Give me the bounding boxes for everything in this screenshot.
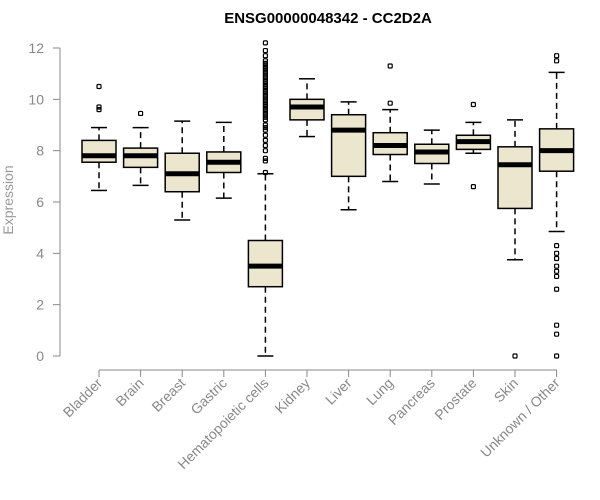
outlier-point — [262, 47, 268, 54]
outlier-point — [262, 96, 268, 102]
outlier-point — [262, 137, 268, 143]
outlier-point — [262, 158, 268, 164]
outlier-point — [262, 169, 268, 176]
outlier-point — [553, 331, 560, 337]
box-skin — [497, 119, 533, 359]
outlier-point — [553, 53, 560, 59]
box-pancreas — [414, 129, 450, 185]
outlier-point — [262, 53, 268, 59]
box-brain — [122, 110, 159, 187]
outlier-point — [262, 76, 268, 82]
outlier-point — [387, 100, 393, 106]
outlier-point — [262, 81, 268, 87]
outlier-point — [262, 86, 268, 92]
x-tick-label: Skin — [491, 375, 522, 406]
outlier-point — [262, 60, 268, 67]
outlier-point — [470, 184, 476, 190]
x-tick-label: Bladder — [60, 375, 106, 421]
outlier-point — [262, 127, 268, 133]
y-tick-label: 8 — [36, 143, 44, 159]
outlier-point — [96, 106, 102, 113]
x-tick-label: Liver — [322, 375, 355, 408]
outlier-point — [553, 58, 560, 64]
outlier-point — [262, 112, 268, 118]
box-gastric — [206, 121, 242, 199]
outlier-point — [262, 132, 268, 138]
outlier-point — [262, 106, 268, 113]
outlier-point — [262, 124, 268, 131]
outlier-point — [553, 255, 560, 262]
box-unknown-other — [538, 53, 575, 359]
outlier-point — [262, 99, 268, 105]
outlier-point — [553, 286, 560, 292]
outlier-point — [262, 83, 268, 90]
y-axis-label: Expression — [0, 165, 16, 234]
y-tick-label: 12 — [28, 40, 44, 56]
outlier-point — [262, 109, 268, 115]
outlier-point — [262, 101, 268, 108]
outlier-point — [470, 101, 476, 108]
outlier-point — [553, 263, 560, 269]
x-tick-label: Kidney — [272, 375, 314, 417]
outlier-point — [262, 94, 268, 100]
outlier-point — [262, 78, 268, 84]
y-tick-label: 4 — [36, 245, 44, 261]
outlier-point — [512, 353, 518, 359]
box-breast — [164, 120, 200, 221]
outlier-point — [262, 58, 268, 64]
box-iqr — [497, 146, 533, 210]
chart-title: ENSG00000048342 - CC2D2A — [224, 10, 432, 27]
outlier-point — [553, 353, 560, 359]
outlier-point — [553, 273, 560, 280]
outlier-point — [262, 114, 268, 120]
y-tick-label: 0 — [36, 348, 44, 364]
box-iqr — [81, 139, 117, 163]
outlier-point — [262, 155, 268, 161]
box-iqr — [289, 98, 325, 121]
box-iqr — [247, 239, 284, 288]
x-tick-label: Prostate — [431, 375, 479, 423]
outlier-point — [262, 40, 268, 46]
box-liver — [330, 101, 367, 211]
outlier-point — [262, 63, 268, 69]
outlier-point — [262, 73, 268, 79]
outlier-point — [262, 91, 268, 97]
boxes — [81, 40, 575, 359]
box-hematopoietic-cells — [247, 40, 284, 357]
outlier-point — [96, 83, 102, 90]
y-tick-label: 6 — [36, 194, 44, 210]
outlier-point — [96, 104, 102, 110]
box-bladder — [81, 83, 117, 192]
y-ticks: 0 2 4 6 8 10 12 — [28, 40, 60, 364]
box-prostate — [455, 101, 492, 190]
outlier-point — [553, 322, 560, 328]
outlier-point — [387, 63, 393, 69]
y-tick-label: 10 — [28, 91, 44, 107]
x-tick-label: Brain — [112, 375, 146, 409]
outlier-point — [262, 89, 268, 95]
outlier-point — [262, 68, 268, 74]
outlier-point — [262, 148, 268, 154]
x-tick-label: Unknown / Other — [477, 375, 563, 461]
outlier-point — [553, 268, 560, 274]
outlier-point — [262, 117, 268, 123]
box-kidney — [289, 78, 325, 138]
outlier-point — [553, 243, 560, 249]
box-lung — [372, 63, 408, 183]
outlier-point — [262, 71, 268, 77]
outlier-point — [262, 122, 268, 128]
y-tick-label: 2 — [36, 297, 44, 313]
x-tick-label: Lung — [363, 375, 396, 408]
box-iqr — [330, 113, 367, 178]
x-tick-label: Breast — [148, 375, 188, 415]
outlier-point — [262, 104, 268, 110]
outlier-point — [553, 250, 560, 256]
outlier-point — [262, 65, 268, 72]
outlier-point — [262, 142, 268, 149]
outlier-point — [138, 110, 144, 117]
